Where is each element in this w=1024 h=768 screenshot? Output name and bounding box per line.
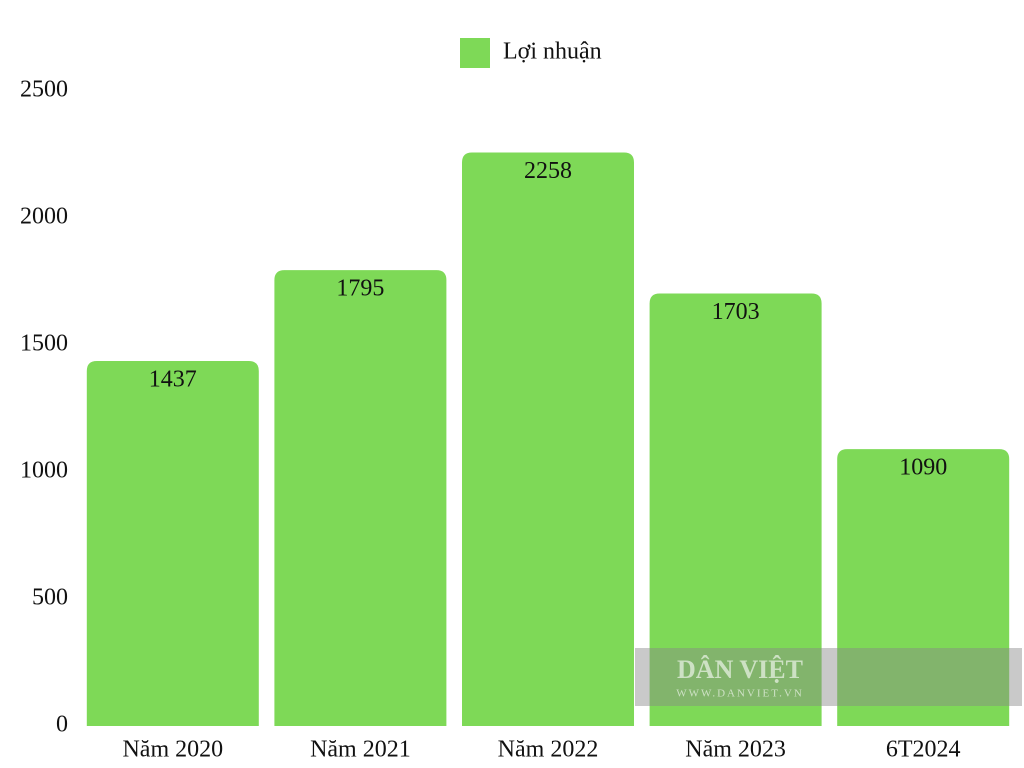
x-tick-label: Năm 2020 bbox=[122, 737, 223, 763]
y-tick-label: 1500 bbox=[20, 331, 68, 357]
bar bbox=[86, 361, 259, 726]
x-tick-label: Năm 2022 bbox=[498, 737, 599, 763]
watermark-box bbox=[635, 648, 1022, 706]
watermark-url: WWW.DANVIET.VN bbox=[676, 688, 804, 700]
data-label: 1437 bbox=[149, 367, 197, 393]
data-label: 1703 bbox=[712, 299, 760, 325]
x-tick-label: Năm 2021 bbox=[310, 737, 411, 763]
bar bbox=[837, 449, 1010, 726]
legend-swatch bbox=[460, 38, 490, 68]
y-tick-label: 500 bbox=[32, 585, 68, 611]
watermark: DÂN VIỆT WWW.DANVIET.VN bbox=[635, 648, 1022, 706]
y-tick-label: 2000 bbox=[20, 204, 68, 230]
x-tick-label: 6T2024 bbox=[886, 737, 961, 763]
data-label: 1795 bbox=[336, 276, 384, 302]
data-label: 1090 bbox=[899, 455, 947, 481]
y-tick-label: 0 bbox=[56, 712, 68, 738]
legend: Lợi nhuận bbox=[460, 38, 602, 68]
data-label: 2258 bbox=[524, 158, 572, 184]
bars bbox=[86, 152, 1010, 726]
y-tick-label: 2500 bbox=[20, 77, 68, 103]
bar bbox=[274, 270, 447, 726]
legend-label: Lợi nhuận bbox=[503, 39, 602, 65]
x-tick-label: Năm 2023 bbox=[685, 737, 786, 763]
bar bbox=[462, 152, 634, 726]
y-tick-label: 1000 bbox=[20, 458, 68, 484]
watermark-title: DÂN VIỆT bbox=[677, 655, 803, 684]
bar bbox=[649, 293, 822, 726]
